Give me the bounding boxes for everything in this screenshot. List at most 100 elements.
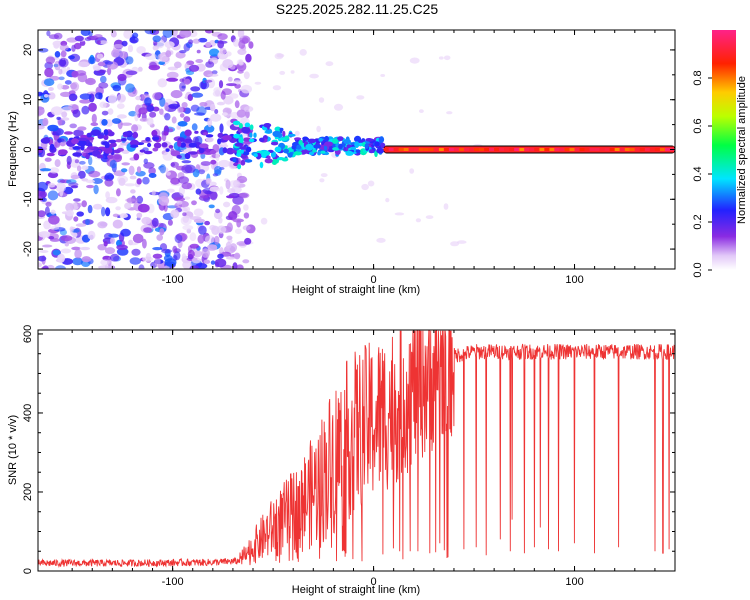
noise-blob <box>380 74 386 77</box>
noise-blob <box>159 164 166 174</box>
signal-blob <box>232 120 241 126</box>
carrier-segment <box>604 148 610 151</box>
noise-blob <box>218 217 223 224</box>
noise-blob <box>231 204 241 215</box>
noise-blob <box>199 143 209 149</box>
noise-blob <box>194 130 199 134</box>
noise-blob <box>213 87 222 94</box>
signal-blob <box>274 126 282 132</box>
noise-blob <box>239 192 250 199</box>
noise-blob <box>145 53 157 61</box>
signal-blob <box>307 138 317 144</box>
noise-blob <box>164 102 170 111</box>
noise-blob <box>237 48 247 56</box>
noise-blob <box>61 111 68 118</box>
noise-blob <box>128 165 135 176</box>
noise-blob <box>117 73 127 82</box>
noise-blob <box>86 132 92 138</box>
noise-blob <box>214 165 222 175</box>
noise-blob <box>86 184 95 189</box>
carrier-segment <box>519 148 525 151</box>
noise-blob <box>181 182 193 190</box>
noise-blob <box>145 137 151 142</box>
noise-blob <box>236 264 244 269</box>
noise-blob <box>203 259 211 264</box>
signal-blob <box>265 128 273 134</box>
noise-blob <box>204 235 215 244</box>
carrier-segment <box>534 148 540 151</box>
noise-blob <box>80 30 91 36</box>
noise-blob <box>290 70 295 74</box>
noise-blob <box>226 83 237 87</box>
carrier-segment <box>639 148 645 151</box>
noise-blob <box>182 215 189 223</box>
noise-blob <box>161 248 173 254</box>
noise-blob <box>77 202 82 208</box>
noise-blob <box>129 175 137 180</box>
noise-blob <box>170 161 179 168</box>
noise-blob <box>206 244 218 251</box>
noise-blob <box>168 145 174 149</box>
noise-blob <box>415 218 421 223</box>
noise-blob <box>147 142 152 148</box>
carrier-segment <box>504 148 510 151</box>
noise-blob <box>101 206 106 217</box>
snr-xlabel: Height of straight line (km) <box>292 584 420 596</box>
noise-blob <box>85 218 90 226</box>
noise-blob <box>320 173 328 178</box>
noise-blob <box>121 149 130 154</box>
noise-blob <box>226 222 233 233</box>
noise-blob <box>92 178 103 184</box>
noise-blob <box>167 66 178 71</box>
noise-blob <box>141 216 152 225</box>
carrier-segment <box>589 148 595 151</box>
signal-blob <box>266 123 270 130</box>
noise-blob <box>198 37 208 43</box>
noise-blob <box>184 129 192 137</box>
signal-blob <box>274 146 282 153</box>
signal-blob <box>317 151 321 156</box>
noise-blob <box>79 160 86 165</box>
carrier-segment <box>479 148 485 151</box>
carrier-segment <box>428 148 434 151</box>
noise-blob <box>72 257 84 266</box>
noise-blob <box>81 200 87 208</box>
noise-blob <box>214 258 227 268</box>
carrier-segment <box>594 148 600 151</box>
noise-blob <box>443 203 449 210</box>
noise-blob <box>54 159 61 168</box>
noise-blob <box>120 228 131 237</box>
snr-ytick-label: 200 <box>22 483 34 501</box>
noise-blob <box>177 140 182 147</box>
noise-blob <box>212 173 219 177</box>
carrier-segment <box>413 148 419 151</box>
noise-blob <box>215 151 220 162</box>
carrier-segment <box>569 148 575 151</box>
noise-blob <box>245 53 252 63</box>
signal-blob <box>259 161 264 169</box>
noise-blob <box>88 31 93 37</box>
noise-blob <box>71 138 79 145</box>
signal-blob <box>376 147 385 154</box>
spectrogram-ytick-label: -10 <box>22 191 34 207</box>
noise-blob <box>104 141 110 149</box>
noise-blob <box>72 152 83 157</box>
noise-blob <box>367 180 375 187</box>
noise-blob <box>182 225 194 231</box>
signal-blob <box>283 148 289 154</box>
noise-blob <box>143 227 153 233</box>
noise-blob <box>218 159 231 168</box>
noise-blob <box>188 142 197 148</box>
signal-blob <box>272 130 281 138</box>
noise-blob <box>221 112 228 116</box>
carrier-segment <box>634 148 640 151</box>
signal-blob <box>242 151 250 156</box>
noise-blob <box>260 217 268 225</box>
noise-blob <box>198 169 205 175</box>
noise-blob <box>74 35 84 42</box>
noise-blob <box>47 190 59 201</box>
noise-blob <box>176 154 182 159</box>
noise-blob <box>149 111 157 118</box>
